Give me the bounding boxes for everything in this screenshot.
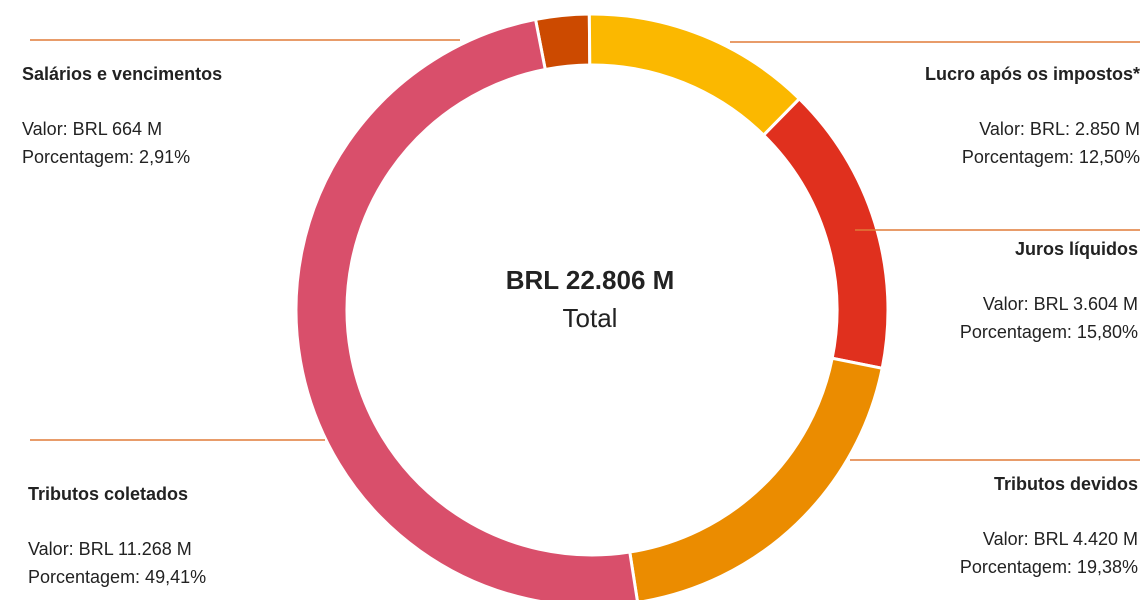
center-total: BRL 22.806 M [506,265,675,295]
slice-percentage: Porcentagem: 2,91% [22,147,190,167]
slice-value: Valor: BRL 11.268 M [28,539,192,559]
slice-value: Valor: BRL: 2.850 M [979,119,1140,139]
donut-slice [628,356,884,600]
slice-value: Valor: BRL 4.420 M [983,529,1138,549]
slice-value: Valor: BRL 664 M [22,119,162,139]
slice-percentage: Porcentagem: 12,50% [962,147,1140,167]
slice-name: Tributos devidos [994,474,1138,494]
slice-name: Salários e vencimentos [22,64,222,84]
slice-name: Tributos coletados [28,484,188,504]
slice-name: Juros líquidos [1015,239,1138,259]
center-caption: Total [563,303,618,333]
donut-slice [587,12,802,138]
slice-value: Valor: BRL 3.604 M [983,294,1138,314]
slice-percentage: Porcentagem: 19,38% [960,557,1138,577]
donut-slice [761,96,890,371]
slice-percentage: Porcentagem: 15,80% [960,322,1138,342]
slice-name: Lucro após os impostos* [925,64,1140,84]
slice-percentage: Porcentagem: 49,41% [28,567,206,587]
donut-slice [294,17,639,600]
